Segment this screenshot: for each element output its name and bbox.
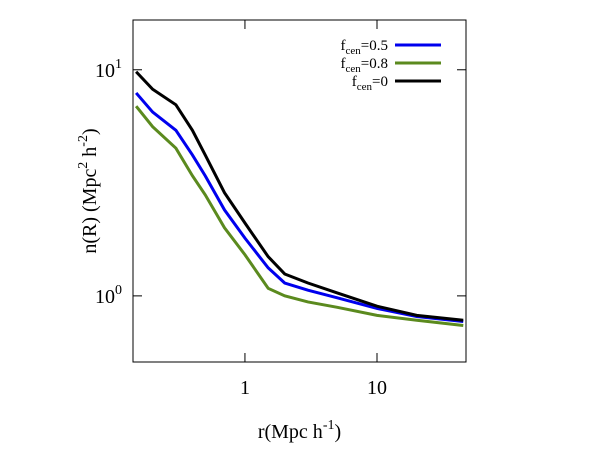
plot-frame [132,19,467,363]
legend-label-part: =0.5 [361,38,388,54]
series-line [135,91,464,324]
x-tick-label: 10 [367,377,387,399]
y-axis-label-part: h [79,147,101,162]
y-tick-label-part: 0 [115,283,122,298]
legend-label-part: cen [346,45,362,57]
series-line [134,105,464,327]
y-tick-label-part: 10 [95,286,115,308]
legend-label-part: =0.8 [361,56,388,72]
x-axis-label-part: -1 [323,418,335,433]
legend-label: fcen=0 [352,74,388,93]
y-tick-label: 101 [95,57,122,82]
y-axis-label-part: n(R) (Mpc [79,169,101,254]
x-axis-label: r(Mpc h-1) [258,418,341,443]
legend-label-part: cen [346,63,362,75]
x-axis-label-part: ) [334,421,341,443]
y-axis-label-part: -2 [76,135,91,147]
legend-label-part: cen [357,81,373,93]
x-tick-label: 1 [240,377,250,399]
legend-label-part: =0 [372,74,388,90]
legend-label-part: f [341,38,346,54]
y-tick-label-part: 10 [95,60,115,82]
series-line [135,70,464,322]
x-axis-label-part: r(Mpc h [258,421,323,443]
y-tick-label: 100 [95,283,122,308]
y-tick-label-part: 1 [115,57,122,72]
legend-label-part: f [352,74,357,90]
legend-label: fcen=0.5 [341,38,388,57]
y-axis-label: n(R) (Mpc2 h-2) [76,128,101,253]
legend-label-part: f [341,56,346,72]
y-axis-label-part: 2 [76,162,91,169]
y-axis-label-part: ) [79,128,101,135]
legend-label: fcen=0.8 [341,56,388,75]
